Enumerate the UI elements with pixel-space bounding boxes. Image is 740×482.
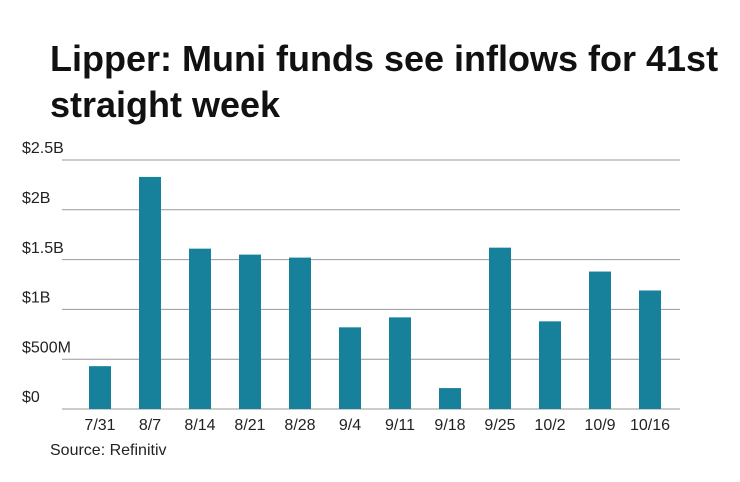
bar (339, 327, 361, 409)
bar (489, 247, 511, 409)
y-tick-label: $500M (22, 339, 71, 356)
x-tick-label: 9/18 (434, 417, 465, 434)
bar (389, 317, 411, 409)
y-tick-label: $0 (22, 389, 40, 406)
x-tick-label: 8/28 (284, 417, 315, 434)
x-tick-label: 8/21 (234, 417, 265, 434)
x-tick-label: 9/4 (339, 417, 361, 434)
x-tick-label: 8/14 (184, 417, 215, 434)
y-tick-label: $2B (22, 190, 50, 207)
chart-title: Lipper: Muni funds see inflows for 41st … (50, 38, 719, 125)
x-tick-label: 10/16 (630, 417, 670, 434)
bar (289, 257, 311, 409)
bar (589, 271, 611, 409)
bar (439, 388, 461, 409)
y-tick-label: $2.5B (22, 140, 64, 157)
bar (189, 248, 211, 409)
bar (139, 176, 161, 409)
bar (239, 254, 261, 409)
bar (89, 366, 111, 409)
x-tick-label: 8/7 (139, 417, 161, 434)
x-tick-label: 9/25 (484, 417, 515, 434)
x-tick-label: 10/2 (534, 417, 565, 434)
chart: $0 $500M $1B $1.5B $2B $2.5B 7/31 8/7 8/14 8/21 8/… (22, 140, 680, 434)
bar (639, 290, 661, 409)
x-tick-label: 10/9 (584, 417, 615, 434)
source-note: Source: Refinitiv (50, 442, 167, 459)
y-tick-label: $1.5B (22, 240, 64, 257)
y-tick-label: $1B (22, 290, 50, 307)
x-tick-label: 9/11 (385, 417, 415, 434)
bar (539, 321, 561, 409)
x-tick-label: 7/31 (84, 417, 115, 434)
